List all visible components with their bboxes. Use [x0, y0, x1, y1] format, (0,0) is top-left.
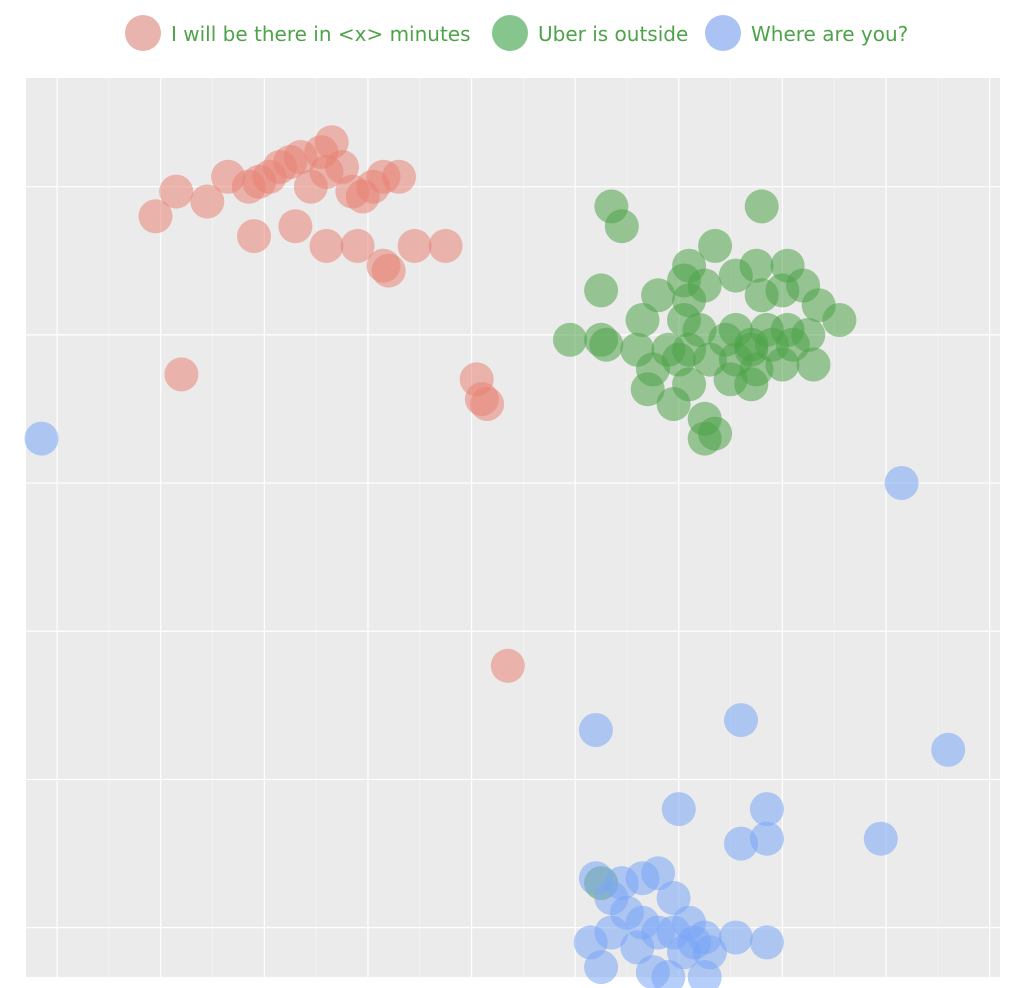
data-point-series-2 [931, 732, 966, 767]
data-point-series-1 [630, 372, 665, 407]
data-point-series-0 [237, 219, 271, 254]
data-point-series-2 [749, 792, 784, 827]
legend: I will be there in <x> minutes Uber is o… [125, 15, 908, 51]
plot-area [26, 78, 1000, 977]
data-point-series-0 [490, 648, 525, 683]
data-point-series-2 [667, 935, 701, 970]
data-point-series-2 [635, 955, 670, 988]
legend-marker-uber-is-outside [492, 15, 528, 51]
data-point-series-1 [584, 273, 619, 308]
data-point-series-1 [604, 209, 639, 244]
legend-item-where-are-you[interactable]: Where are you? [705, 15, 908, 51]
data-point-series-1 [687, 421, 722, 456]
data-point-series-0 [428, 228, 463, 263]
data-point-series-0 [138, 199, 173, 234]
legend-item-i-will-be-there[interactable]: I will be there in <x> minutes [125, 15, 471, 51]
data-point-series-1 [698, 228, 733, 263]
data-point-series-0 [340, 228, 375, 263]
data-point-series-2 [661, 792, 696, 827]
data-point-series-1 [734, 367, 769, 402]
data-point-series-2 [620, 930, 655, 965]
data-point-series-1 [625, 303, 660, 337]
legend-label-uber-is-outside: Uber is outside [538, 22, 688, 46]
data-point-series-0 [293, 169, 328, 204]
data-point-series-1 [589, 327, 624, 362]
data-point-series-2 [24, 421, 59, 456]
data-point-series-2 [578, 713, 613, 747]
legend-marker-i-will-be-there [125, 15, 161, 51]
data-point-series-0 [371, 253, 406, 288]
data-point-series-2 [749, 821, 784, 856]
data-point-series-2 [724, 703, 758, 738]
data-point-series-0 [335, 174, 370, 209]
data-point-series-1 [765, 347, 800, 382]
data-point-series-2 [656, 881, 691, 915]
data-point-series-0 [470, 387, 505, 421]
data-point-series-0 [382, 159, 416, 194]
data-point-series-1 [822, 303, 857, 337]
data-point-series-1 [796, 347, 831, 382]
data-point-series-2 [584, 950, 619, 985]
legend-label-where-are-you: Where are you? [751, 22, 908, 46]
data-point-series-2 [863, 821, 898, 856]
legend-marker-where-are-you [705, 15, 741, 51]
data-point-series-2 [724, 826, 758, 861]
data-point-series-2 [718, 920, 753, 955]
data-point-series-0 [164, 357, 199, 392]
data-point-series-1 [641, 278, 676, 313]
data-point-series-1 [739, 248, 774, 283]
legend-item-uber-is-outside[interactable]: Uber is outside [492, 15, 688, 51]
data-point-series-0 [397, 228, 432, 263]
data-point-series-0 [190, 184, 225, 219]
data-point-series-0 [309, 228, 344, 263]
data-point-series-1 [744, 189, 779, 224]
data-point-series-2 [884, 466, 919, 500]
data-point-series-0 [278, 209, 313, 244]
data-point-series-0 [159, 174, 194, 209]
data-points [24, 125, 966, 988]
data-point-series-2 [641, 856, 676, 891]
data-point-series-2 [749, 925, 784, 960]
legend-label-i-will-be-there: I will be there in <x> minutes [171, 22, 471, 46]
data-point-series-1 [656, 387, 691, 421]
data-point-series-2 [687, 960, 722, 988]
data-point-series-1 [553, 322, 587, 357]
